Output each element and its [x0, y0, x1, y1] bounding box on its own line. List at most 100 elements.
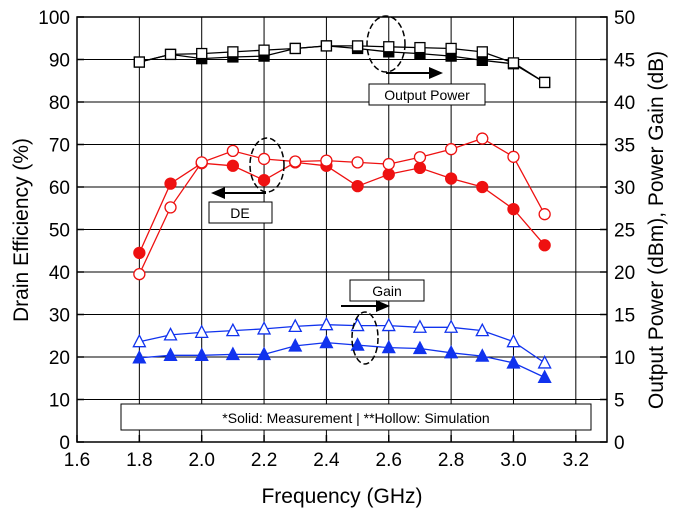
data-point-gain_meas — [381, 339, 396, 354]
data-point-gain_sim — [132, 333, 147, 348]
data-point-de_meas — [382, 168, 395, 181]
data-point-de_sim — [382, 157, 395, 171]
data-point-de_sim — [351, 156, 364, 169]
output-power-arrowhead — [429, 67, 443, 79]
data-point-gain_meas — [475, 348, 490, 362]
data-point-pout_sim — [351, 40, 364, 52]
y2-tick-label: 40 — [614, 93, 635, 114]
data-point-pout_sim — [476, 46, 488, 58]
data-point-de_meas — [226, 159, 240, 172]
y2-tick-label: 25 — [614, 221, 635, 242]
data-point-de_meas — [351, 179, 364, 193]
y-axis-title: Drain Efficiency (%) — [10, 138, 33, 322]
x-tick-label: 2.2 — [251, 450, 277, 471]
data-point-gain_sim — [475, 322, 490, 337]
data-point-de_sim — [289, 155, 302, 168]
data-point-gain_sim — [444, 319, 459, 333]
x-tick-label: 2.0 — [188, 450, 214, 471]
output-power-label-box — [368, 83, 486, 106]
x-axis-title: Frequency (GHz) — [261, 485, 422, 508]
data-point-gain_meas — [444, 344, 459, 359]
data-point-de_sim — [476, 132, 489, 145]
data-point-de_meas — [476, 180, 489, 194]
y-tick-label: 0 — [59, 433, 70, 454]
data-point-de_meas — [444, 172, 458, 185]
y-tick-label: 90 — [49, 51, 70, 72]
de-label: DE — [230, 205, 249, 221]
y-tick-label: 60 — [49, 178, 70, 199]
grid-lines — [76, 16, 607, 443]
y2-axis-title: Output Power (dBm), Power Gain (dB) — [645, 51, 668, 409]
de-label-box — [208, 201, 273, 224]
data-point-gain_sim — [194, 324, 209, 339]
data-point-de_sim — [195, 156, 208, 169]
data-point-de_sim — [538, 208, 551, 221]
output-power-label: Output Power — [384, 87, 470, 103]
gain-highlight-ellipse — [351, 311, 379, 365]
data-point-de_sim — [413, 151, 427, 164]
y-tick-label: 10 — [49, 391, 70, 412]
x-tick-label: 1.6 — [64, 450, 90, 471]
data-point-gain_sim — [256, 321, 272, 335]
data-point-de_meas — [507, 202, 520, 216]
y2-tick-label: 20 — [614, 263, 635, 284]
data-point-pout_sim — [289, 42, 301, 55]
data-point-de_sim — [226, 144, 240, 158]
data-point-pout_sim — [445, 42, 457, 55]
data-point-gain_sim — [412, 319, 428, 333]
y-tick-label: 50 — [49, 221, 70, 242]
data-point-de_sim — [320, 154, 333, 167]
data-point-pout_sim — [538, 76, 551, 89]
x-tick-label: 2.8 — [438, 450, 464, 471]
data-point-pout_sim — [414, 41, 426, 54]
gain-label-box — [349, 279, 425, 302]
data-point-de_sim — [444, 143, 458, 156]
y2-tick-label: 0 — [614, 433, 625, 454]
data-point-gain_meas — [350, 337, 365, 351]
data-point-gain_sim — [350, 317, 365, 332]
data-point-de_sim — [164, 201, 177, 214]
y-tick-label: 40 — [49, 263, 70, 284]
series-line-gain_sim — [139, 324, 545, 364]
gain-arrowhead — [376, 300, 390, 312]
data-point-gain_meas — [163, 347, 178, 361]
legend-note-box — [120, 403, 592, 431]
data-point-de_meas — [538, 239, 551, 252]
y2-tick-label: 10 — [614, 348, 635, 369]
data-point-gain_meas — [537, 369, 552, 384]
x-tick-label: 3.2 — [563, 450, 589, 471]
x-tick-label: 3.0 — [500, 450, 526, 471]
y-tick-label: 80 — [49, 93, 70, 114]
x-tick-label: 2.4 — [313, 450, 340, 471]
data-point-de_sim — [507, 150, 520, 163]
y2-tick-label: 30 — [614, 178, 635, 199]
series-markers — [132, 40, 552, 384]
annotations: Output Power DE Gain *Solid: Measurement… — [120, 15, 592, 431]
de-highlight-ellipse — [249, 137, 285, 193]
data-point-gain_sim — [319, 316, 334, 331]
data-point-pout_sim — [383, 41, 395, 53]
data-point-gain_meas — [194, 347, 209, 361]
y-tick-label: 70 — [49, 136, 70, 157]
data-point-gain_meas — [132, 349, 147, 364]
legend-note: *Solid: Measurement | **Hollow: Simulati… — [222, 410, 489, 426]
data-point-gain_meas — [256, 346, 272, 361]
series-line-gain_meas — [139, 341, 545, 378]
data-point-de_meas — [257, 174, 271, 187]
data-point-gain_meas — [506, 355, 521, 369]
y2-tick-label: 35 — [614, 136, 635, 157]
data-point-pout_sim — [507, 57, 520, 69]
data-point-gain_meas — [319, 334, 334, 349]
data-point-gain_meas — [225, 346, 240, 361]
data-point-gain_sim — [288, 318, 303, 333]
data-point-pout_sim — [258, 44, 270, 56]
data-point-pout_sim — [164, 48, 177, 61]
y2-tick-label: 45 — [614, 51, 635, 72]
data-point-de_sim — [133, 267, 146, 281]
data-point-de_sim — [257, 152, 271, 166]
data-point-gain_sim — [225, 322, 240, 337]
data-point-pout_sim — [196, 47, 208, 60]
x-tick-label: 1.8 — [126, 450, 152, 471]
data-point-gain_sim — [506, 333, 521, 348]
data-point-gain_sim — [163, 326, 178, 341]
